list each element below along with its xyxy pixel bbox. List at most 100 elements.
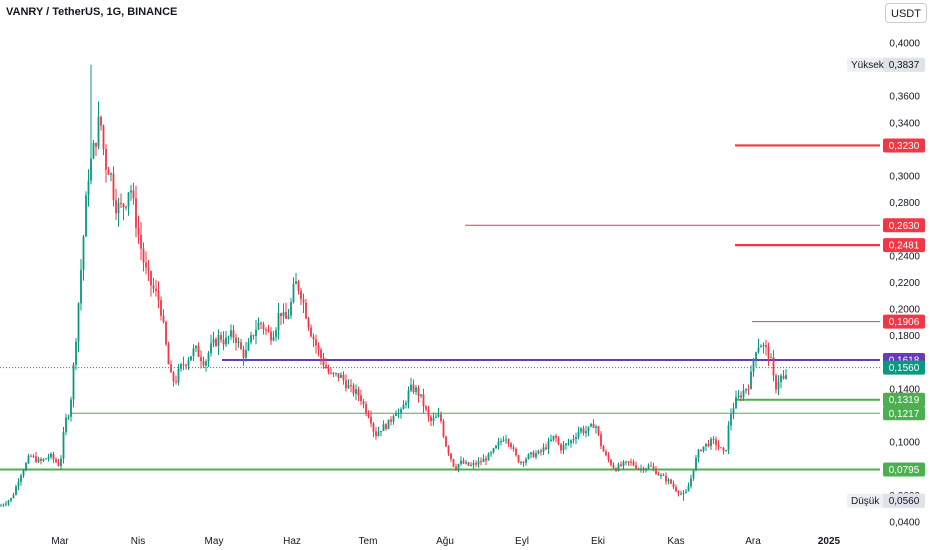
candle-body [380, 431, 382, 433]
high-stat-value: 0,3837 [889, 60, 920, 71]
candle-body [80, 269, 82, 304]
candle-body [782, 375, 785, 379]
candle-body [737, 395, 740, 398]
high-stat-value-bg [883, 57, 925, 72]
candle-body [462, 460, 465, 464]
price-tick-label: 0,2800 [889, 198, 920, 209]
candle-body [200, 356, 202, 362]
candle-body [170, 364, 172, 373]
candle-body [312, 336, 315, 340]
candle-body [97, 116, 100, 147]
candle-body [110, 173, 112, 175]
candle-body [402, 404, 405, 410]
candle-body [42, 458, 45, 461]
candle-body [732, 408, 735, 415]
candle-body [510, 443, 512, 448]
candle-body [400, 409, 402, 414]
candle-body [395, 413, 397, 416]
candle-body [520, 462, 522, 464]
candle-body [205, 361, 207, 366]
candle-body [85, 195, 87, 237]
price-badge-label: 0,2481 [889, 241, 920, 252]
price-badge-label: 0,1906 [889, 317, 920, 328]
candle-body [355, 389, 357, 394]
candle-body [357, 389, 360, 396]
candle-body [507, 439, 510, 444]
candle-body [360, 395, 362, 402]
candle-body [242, 349, 245, 358]
candle-body [687, 486, 690, 492]
candle-body [70, 399, 72, 417]
price-badges: 0,32300,26300,24810,19060,16180,15600,13… [847, 57, 925, 508]
time-tick-label: Nis [131, 536, 145, 547]
candle-body [422, 394, 425, 407]
candle-body [627, 461, 630, 463]
candle-body [710, 438, 712, 447]
candle-body [605, 451, 607, 456]
candle-body [575, 437, 577, 439]
candle-body [492, 448, 495, 453]
candle-body [257, 322, 260, 330]
candle-body [147, 267, 150, 272]
candle-body [525, 458, 527, 463]
candle-body [362, 401, 365, 405]
candle-body [775, 375, 777, 390]
candle-body [745, 388, 747, 391]
price-badge-resistance [883, 138, 925, 153]
candle-body [52, 453, 55, 460]
low-stat-value: 0,0560 [889, 496, 920, 507]
price-badge-label: 0,3230 [889, 141, 920, 152]
candle-body [432, 417, 435, 422]
candle-body [137, 228, 140, 235]
candle-body [622, 462, 625, 466]
candle-body [352, 385, 355, 394]
candle-body [572, 438, 575, 441]
candle-body [677, 491, 680, 494]
price-badge-label: 0,1560 [889, 363, 920, 374]
candle-body [680, 493, 682, 495]
candle-body [592, 424, 595, 428]
candle-body [0, 505, 2, 507]
candle-body [430, 416, 432, 422]
price-axis[interactable]: 0,04000,06000,10000,14000,18000,20000,22… [889, 39, 920, 529]
time-tick-label: Haz [283, 536, 301, 547]
candle-body [345, 380, 347, 389]
candle-body [250, 335, 252, 343]
candle-body [262, 324, 265, 330]
candle-body [770, 357, 772, 359]
candle-body [30, 455, 32, 457]
candle-body [130, 190, 132, 193]
candle-body [612, 464, 615, 469]
candle-body [655, 468, 657, 475]
time-tick-label: Mar [51, 536, 69, 547]
candle-body [500, 441, 502, 443]
candle-body [580, 428, 582, 432]
candle-body [512, 447, 515, 449]
candle-body [180, 364, 182, 369]
price-badge-support [883, 406, 925, 421]
candle-body [117, 202, 120, 214]
candle-body [7, 500, 10, 504]
candle-body [157, 290, 160, 301]
candle-body [682, 492, 685, 494]
candle-body [557, 437, 560, 445]
currency-button[interactable]: USDT [885, 3, 927, 23]
candle-body [255, 329, 257, 337]
candle-body [460, 460, 462, 465]
time-tick-label: Ağu [436, 536, 454, 547]
time-axis[interactable]: Mar Nis May Haz Tem Ağu Eyl Eki Kas Ara 2025 [51, 536, 840, 547]
candle-body [280, 312, 282, 317]
candle-body [47, 456, 50, 459]
candle-body [160, 300, 162, 316]
candle-body [595, 426, 597, 428]
candle-body [50, 453, 52, 457]
candle-body [542, 447, 545, 452]
candle-body [722, 447, 725, 451]
candle-body [397, 413, 400, 415]
candle-body [225, 337, 227, 345]
candle-body [215, 339, 217, 346]
candle-body [187, 360, 190, 366]
candle-body [150, 271, 152, 286]
candle-body [27, 455, 30, 464]
